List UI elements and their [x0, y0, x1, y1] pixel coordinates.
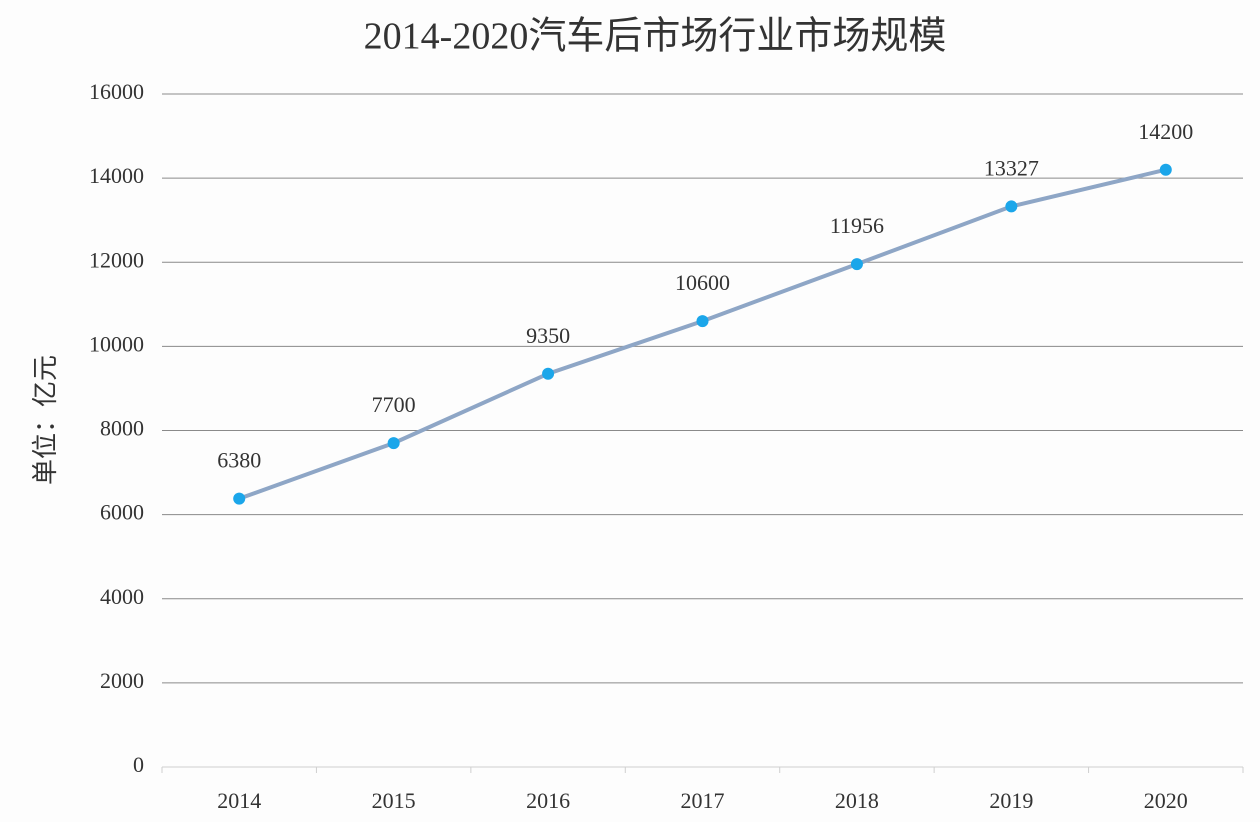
data-point	[542, 367, 555, 380]
data-label: 11956	[830, 213, 884, 238]
x-tick-label: 2018	[835, 788, 879, 813]
x-tick-label: 2020	[1144, 788, 1188, 813]
data-label: 10600	[675, 270, 730, 295]
x-tick-label: 2015	[372, 788, 416, 813]
data-line	[238, 167, 1167, 501]
y-tick-label: 14000	[89, 163, 144, 188]
y-tick-label: 8000	[100, 416, 144, 441]
x-tick-label: 2016	[526, 788, 570, 813]
y-tick-label: 4000	[100, 584, 144, 609]
chart-title: 2014-2020汽车后市场行业市场规模	[364, 16, 947, 58]
data-point	[696, 315, 709, 328]
x-tick-label: 2017	[681, 788, 725, 813]
data-label: 7700	[372, 392, 416, 417]
y-tick-label: 12000	[89, 247, 144, 272]
data-point	[850, 258, 863, 271]
data-label: 6380	[217, 448, 261, 473]
data-label: 14200	[1138, 119, 1193, 144]
x-tick-label: 2019	[989, 788, 1033, 813]
data-point	[387, 437, 400, 450]
y-tick-label: 10000	[89, 331, 144, 356]
y-tick-label: 6000	[100, 500, 144, 525]
data-point	[1159, 163, 1172, 176]
y-axis-label: 单位：亿元	[31, 355, 60, 485]
data-point	[233, 492, 246, 505]
y-tick-label: 16000	[89, 79, 144, 104]
data-label: 9350	[526, 323, 570, 348]
data-point	[1005, 200, 1018, 213]
data-label: 13327	[984, 155, 1039, 180]
y-tick-label: 2000	[100, 668, 144, 693]
y-tick-label: 0	[133, 752, 144, 777]
x-tick-label: 2014	[217, 788, 261, 813]
